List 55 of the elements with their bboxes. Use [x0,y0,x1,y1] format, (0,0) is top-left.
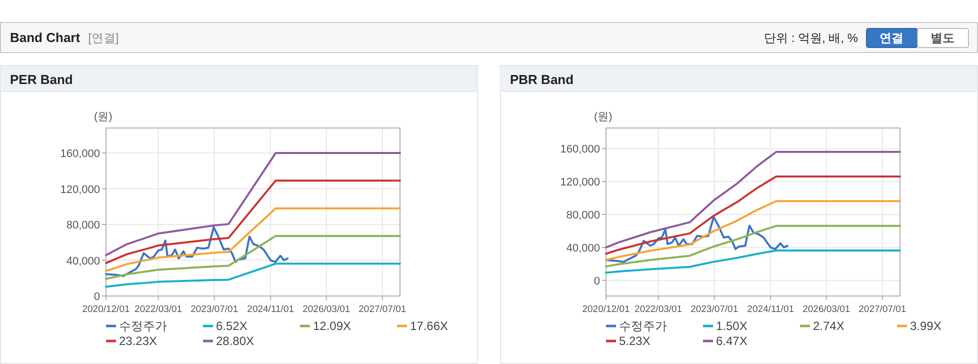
y-tick-label: 160,000 [60,148,100,160]
x-tick-label: 2023/07/01 [690,304,738,315]
y-tick-label: 80,000 [66,220,100,232]
legend-label: 6.52X [216,319,248,333]
line-series [605,216,789,263]
legend-label: 1.50X [716,319,748,333]
line-series [105,226,289,277]
text: 별도 [930,31,954,45]
x-tick-label: 2026/03/01 [802,304,850,315]
x-tick-label: 2024/11/01 [247,304,294,315]
x-tick-label: 2023/07/01 [190,304,238,315]
line-series [105,152,401,256]
line-series [105,207,401,272]
y-tick-label: 40,000 [66,255,100,268]
y-axis-title: (원) [94,111,112,123]
line-series [105,262,401,288]
x-tick-label: 2022/03/01 [134,304,182,315]
line-series [605,250,901,274]
text: 단위 : 억원, 배, % [764,31,858,45]
line-series [605,224,901,268]
y-tick-label: 120,000 [560,176,600,189]
chart-title: PBR Band [510,72,574,87]
legend-label: 2.74X [813,319,844,333]
chart-title: PER Band [10,72,73,87]
legend-label: 6.47X [716,334,748,348]
y-axis-title: (원) [594,111,612,123]
line-series [105,180,401,264]
legend-label: 3.99X [910,319,942,333]
y-tick-label: 0 [94,291,100,303]
x-tick-label: 2020/12/01 [82,304,130,315]
x-tick-label: 2026/03/01 [302,304,350,315]
line-series [605,150,901,248]
x-tick-label: 2020/12/01 [582,304,630,315]
legend-label: 수정주가 [119,319,167,333]
x-tick-label: 2027/07/01 [358,304,406,315]
y-tick-label: 80,000 [566,209,600,222]
x-tick-label: 2024/11/01 [747,304,794,315]
legend-label: 17.66X [410,319,448,333]
legend-label: 12.09X [313,319,352,333]
x-tick-label: 2022/03/01 [634,304,682,315]
text: [연결] [88,31,119,45]
legend-label: 23.23X [119,334,158,348]
y-tick-label: 120,000 [60,184,100,196]
text: 연결 [880,31,904,45]
x-tick-label: 2027/07/01 [858,304,906,315]
y-tick-label: 160,000 [560,144,600,156]
legend-label: 28.80X [216,334,254,348]
y-tick-label: 40,000 [566,242,600,254]
y-tick-label: 0 [594,275,600,288]
line-series [605,176,901,255]
text: Band Chart [10,30,81,45]
legend-label: 수정주가 [619,319,667,333]
legend-label: 5.23X [619,334,650,348]
line-series [605,200,901,262]
line-series [105,234,401,280]
